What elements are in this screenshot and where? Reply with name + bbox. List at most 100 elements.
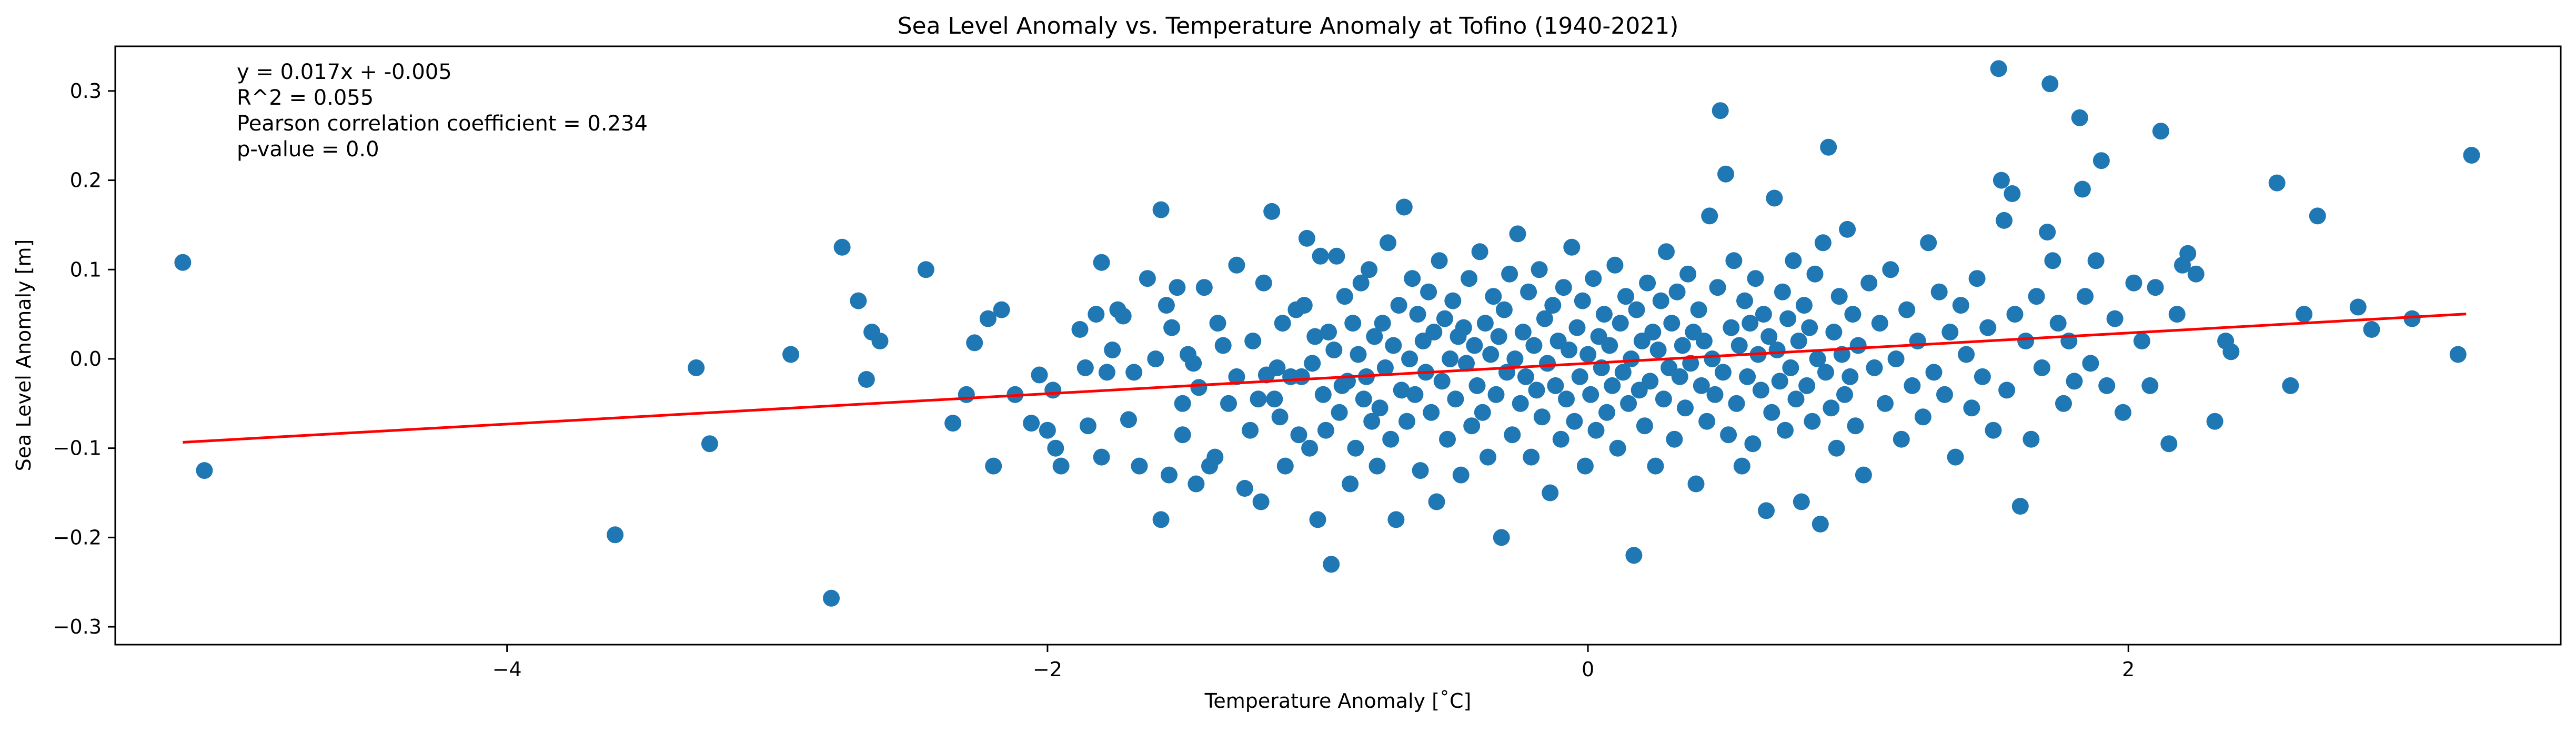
data-point — [1782, 359, 1799, 376]
data-point — [1893, 430, 1910, 448]
data-point — [1668, 283, 1686, 300]
data-point — [958, 386, 975, 403]
data-point — [1031, 366, 1048, 384]
data-point — [1401, 350, 1418, 367]
data-point — [1709, 279, 1726, 296]
data-point — [1860, 274, 1878, 292]
data-point — [2179, 245, 2197, 262]
data-point — [1352, 274, 1370, 292]
data-point — [2282, 377, 2299, 394]
data-point — [1909, 333, 1926, 349]
data-point — [1209, 315, 1226, 332]
data-point — [979, 310, 997, 327]
data-point — [1344, 315, 1362, 332]
data-point — [2187, 265, 2205, 283]
data-point — [1717, 165, 1734, 183]
data-point — [2066, 373, 2083, 390]
data-point — [1828, 439, 1845, 457]
data-point — [1088, 306, 1105, 323]
data-point — [1376, 359, 1394, 376]
data-point — [1742, 315, 1759, 332]
data-point — [1447, 390, 1464, 408]
data-point — [2044, 252, 2061, 269]
data-point — [1712, 102, 1729, 119]
data-point — [1812, 515, 1829, 533]
y-tick-label: 0.3 — [70, 79, 102, 103]
data-point — [1996, 212, 2012, 229]
data-point — [2268, 174, 2286, 192]
data-point — [1598, 404, 1615, 421]
data-point — [1725, 252, 1743, 269]
data-point — [1309, 511, 1326, 528]
data-point — [2115, 404, 2131, 421]
data-point — [2296, 306, 2313, 323]
annotation-line: R^2 = 0.055 — [237, 86, 374, 110]
data-point — [1306, 328, 1324, 345]
data-point — [1444, 292, 1462, 309]
data-point — [850, 292, 867, 309]
data-point — [1363, 413, 1381, 430]
data-point — [1628, 301, 1645, 318]
data-point — [2028, 288, 2045, 305]
data-point — [1433, 373, 1451, 390]
data-point — [833, 238, 851, 256]
data-point — [1423, 404, 1440, 421]
data-point — [1930, 283, 1948, 300]
data-point — [1336, 288, 1353, 305]
data-point — [2055, 395, 2072, 412]
data-point — [1552, 430, 1569, 448]
data-point — [1760, 328, 1778, 345]
data-point — [1404, 270, 1421, 287]
data-point — [1266, 390, 1283, 408]
data-point — [2349, 298, 2367, 316]
data-point — [1847, 417, 1864, 435]
data-point — [1220, 395, 1237, 412]
data-point — [1925, 364, 1943, 381]
data-point — [1071, 321, 1089, 338]
data-point — [1480, 448, 1496, 466]
annotation-line: y = 0.017x + -0.005 — [237, 60, 452, 84]
data-point — [2077, 288, 2094, 305]
data-point — [1614, 364, 1632, 381]
annotation-line: Pearson correlation coefficient = 0.234 — [237, 112, 648, 136]
data-point — [1587, 422, 1605, 439]
data-point — [1585, 270, 1602, 287]
data-point — [1793, 493, 1810, 510]
data-point — [1649, 342, 1667, 358]
data-point — [2049, 315, 2067, 332]
data-point — [1520, 283, 1537, 300]
data-point — [1674, 337, 1691, 354]
data-point — [1174, 426, 1191, 444]
data-point — [2463, 147, 2480, 164]
data-point — [1595, 306, 1613, 323]
data-point — [782, 346, 799, 363]
data-point — [1366, 328, 1383, 345]
y-tick-label: −0.2 — [53, 526, 102, 549]
data-point — [1555, 279, 1572, 296]
data-point — [871, 333, 889, 349]
data-point — [1571, 368, 1588, 385]
data-point — [1439, 430, 1456, 448]
data-point — [1809, 350, 1826, 367]
data-point — [1425, 324, 1443, 340]
data-point — [1298, 229, 1315, 247]
data-point — [1658, 243, 1675, 260]
data-point — [2309, 207, 2326, 225]
data-point — [1147, 350, 1164, 367]
axes-frame — [114, 45, 2562, 646]
x-axis: −4 −2 0 2 — [492, 645, 2135, 681]
data-point — [1076, 359, 1094, 376]
data-point — [1252, 493, 1270, 510]
data-point — [1671, 368, 1688, 385]
data-point — [1331, 404, 1348, 421]
data-point — [1777, 422, 1794, 439]
data-point — [1744, 435, 1762, 453]
data-point — [1452, 466, 1470, 484]
data-point — [1787, 390, 1805, 408]
data-point — [1941, 324, 1959, 340]
data-point — [1566, 413, 1583, 430]
data-point — [1093, 254, 1110, 271]
data-point — [1720, 426, 1737, 444]
